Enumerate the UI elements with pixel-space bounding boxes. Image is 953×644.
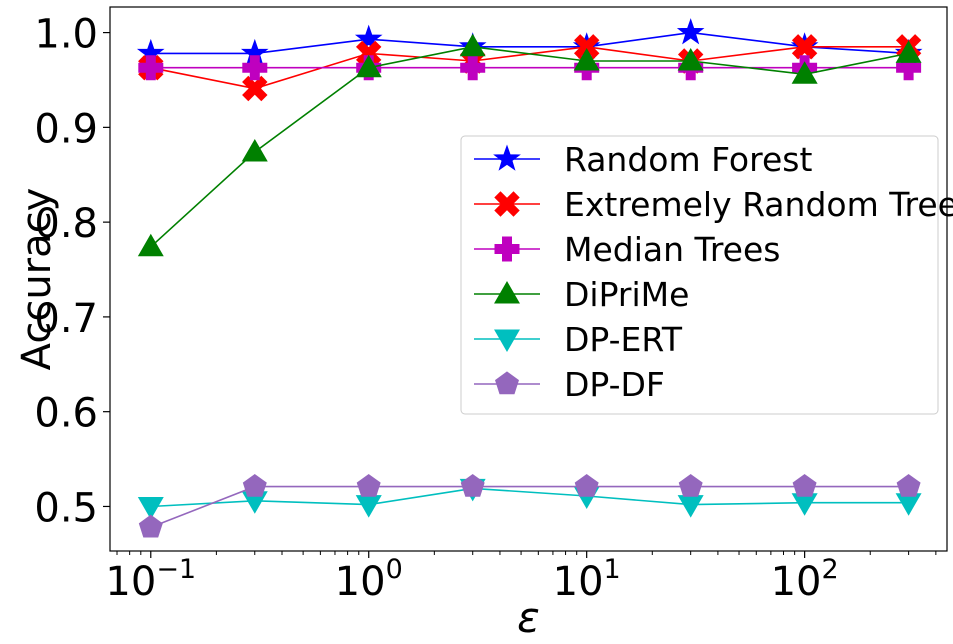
data-point — [895, 493, 922, 516]
x-tick-exponent: 0 — [386, 554, 403, 585]
x-tick-exponent: 1 — [604, 554, 621, 585]
legend-label: Median Trees — [564, 230, 780, 269]
data-point — [895, 40, 922, 63]
data-point — [676, 18, 705, 45]
legend: Random Forest Extremely Random Trees Media… — [460, 135, 953, 415]
legend-label: Extremely Random Trees — [564, 185, 953, 224]
data-point — [137, 233, 164, 257]
x-tick-base: 10 — [771, 559, 822, 605]
data-point — [355, 40, 382, 67]
data-point — [573, 34, 600, 60]
y-axis-ticks: 0.5 0.6 0.7 0.8 0.9 1.0 — [34, 12, 110, 531]
y-axis-label: Accuracy — [14, 188, 60, 371]
data-point — [896, 55, 922, 81]
legend-marker — [494, 280, 520, 304]
data-point — [242, 75, 268, 102]
data-point — [459, 33, 486, 57]
x-tick-base: 10 — [553, 559, 604, 605]
y-tick-label: 0.6 — [34, 391, 98, 437]
y-tick-label: 0.8 — [34, 201, 98, 247]
series-line — [150, 45, 909, 248]
data-point — [791, 61, 818, 84]
data-point — [677, 495, 704, 518]
x-tick-exponent: 2 — [821, 554, 838, 585]
legend-marker — [494, 191, 520, 217]
data-point — [138, 514, 163, 538]
data-point — [791, 493, 818, 516]
x-tick-label: 102 — [771, 554, 839, 605]
data-point — [355, 54, 382, 78]
legend-item: Random Forest — [474, 140, 812, 179]
series-line — [150, 31, 909, 55]
legend-marker — [494, 329, 520, 353]
y-tick-label: 1.0 — [34, 12, 98, 58]
data-point — [356, 473, 381, 497]
data-point — [896, 473, 921, 497]
x-tick-label: 101 — [553, 554, 621, 605]
data-point — [354, 24, 383, 51]
x-axis-ticks: 10−1 100 101 102 — [105, 551, 937, 605]
data-point — [355, 495, 382, 518]
legend-item: Median Trees — [474, 230, 780, 269]
x-tick-label: 100 — [335, 554, 403, 605]
data-point — [241, 139, 268, 162]
data-point — [138, 55, 164, 81]
data-point — [574, 473, 599, 497]
series-line — [150, 487, 909, 508]
y-tick-label: 0.5 — [34, 485, 98, 531]
data-point — [460, 55, 486, 81]
data-point — [242, 473, 267, 497]
legend-marker — [495, 371, 519, 395]
data-point — [242, 55, 268, 81]
data-point — [792, 473, 817, 497]
x-tick-base: 10 — [335, 559, 386, 605]
legend-label: DiPriMe — [564, 275, 689, 314]
data-point — [573, 47, 600, 71]
y-tick-label: 0.9 — [34, 106, 98, 152]
series-dp-df — [138, 473, 921, 538]
x-tick-label: 10−1 — [105, 554, 196, 605]
x-tick-exponent: −1 — [156, 554, 196, 585]
legend-label: DP-ERT — [564, 320, 683, 359]
data-point — [137, 497, 164, 520]
data-point — [460, 473, 485, 497]
legend-label: Random Forest — [564, 140, 812, 179]
legend-box — [460, 135, 939, 415]
series-line — [150, 485, 909, 529]
legend-item: DiPriMe — [474, 275, 689, 314]
legend-item: Extremely Random Trees — [474, 185, 953, 224]
legend-item: DP-ERT — [474, 320, 683, 359]
x-axis-label: ε — [517, 593, 540, 642]
legend-marker — [493, 144, 521, 171]
legend-label: DP-DF — [564, 365, 665, 404]
legend-item: DP-DF — [474, 365, 665, 404]
series-diprime — [137, 33, 922, 257]
data-point — [678, 473, 703, 497]
x-tick-base: 10 — [105, 559, 156, 605]
y-tick-label: 0.7 — [34, 296, 98, 342]
series-layer — [136, 18, 923, 538]
data-point — [677, 48, 704, 71]
legend-marker — [494, 236, 520, 262]
data-point — [791, 34, 818, 60]
plot-area — [109, 6, 948, 552]
